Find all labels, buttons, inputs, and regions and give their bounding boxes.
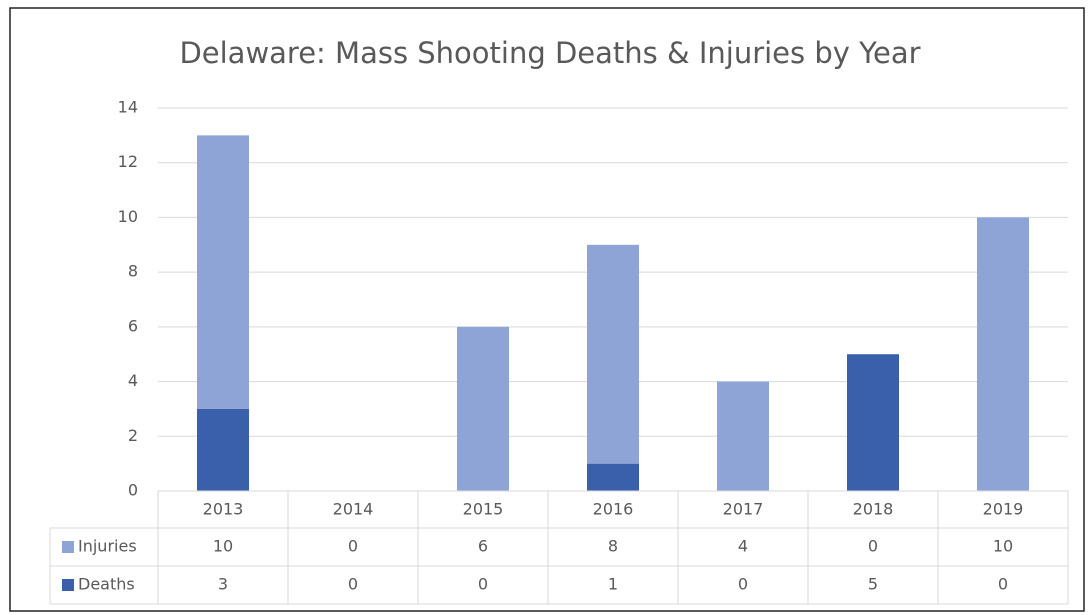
table-value: 0 bbox=[348, 537, 358, 556]
bar bbox=[587, 463, 639, 491]
bar bbox=[977, 217, 1029, 491]
y-tick-label: 0 bbox=[128, 481, 138, 500]
table-value: 4 bbox=[738, 537, 748, 556]
legend-label: Injuries bbox=[78, 537, 137, 556]
y-tick-label: 12 bbox=[118, 152, 138, 171]
chart-title: Delaware: Mass Shooting Deaths & Injurie… bbox=[179, 36, 920, 70]
bar bbox=[717, 381, 769, 491]
bar bbox=[197, 135, 249, 409]
y-tick-label: 10 bbox=[118, 207, 138, 226]
table-value: 10 bbox=[213, 537, 233, 556]
legend-label: Deaths bbox=[78, 575, 135, 594]
x-tick-label: 2019 bbox=[983, 500, 1024, 519]
table-value: 0 bbox=[738, 575, 748, 594]
table-value: 0 bbox=[348, 575, 358, 594]
y-tick-label: 4 bbox=[128, 371, 138, 390]
bar bbox=[847, 354, 899, 491]
table-value: 3 bbox=[218, 575, 228, 594]
legend-swatch bbox=[62, 579, 74, 591]
bar bbox=[197, 408, 249, 491]
y-tick-label: 8 bbox=[128, 262, 138, 281]
x-tick-label: 2016 bbox=[593, 500, 634, 519]
y-tick-label: 2 bbox=[128, 426, 138, 445]
table-value: 0 bbox=[478, 575, 488, 594]
table-value: 1 bbox=[608, 575, 618, 594]
legend-swatch bbox=[62, 541, 74, 553]
x-tick-label: 2013 bbox=[203, 500, 244, 519]
y-tick-label: 6 bbox=[128, 316, 138, 335]
x-tick-label: 2017 bbox=[723, 500, 764, 519]
bar bbox=[457, 326, 509, 491]
x-tick-label: 2014 bbox=[333, 500, 374, 519]
chart-frame bbox=[9, 7, 1085, 612]
table-value: 0 bbox=[998, 575, 1008, 594]
bar bbox=[587, 244, 639, 464]
table-value: 0 bbox=[868, 537, 878, 556]
x-tick-label: 2015 bbox=[463, 500, 504, 519]
table-value: 6 bbox=[478, 537, 488, 556]
table-value: 8 bbox=[608, 537, 618, 556]
table-value: 10 bbox=[993, 537, 1013, 556]
table-value: 5 bbox=[868, 575, 878, 594]
x-tick-label: 2018 bbox=[853, 500, 894, 519]
y-tick-label: 14 bbox=[118, 98, 138, 117]
